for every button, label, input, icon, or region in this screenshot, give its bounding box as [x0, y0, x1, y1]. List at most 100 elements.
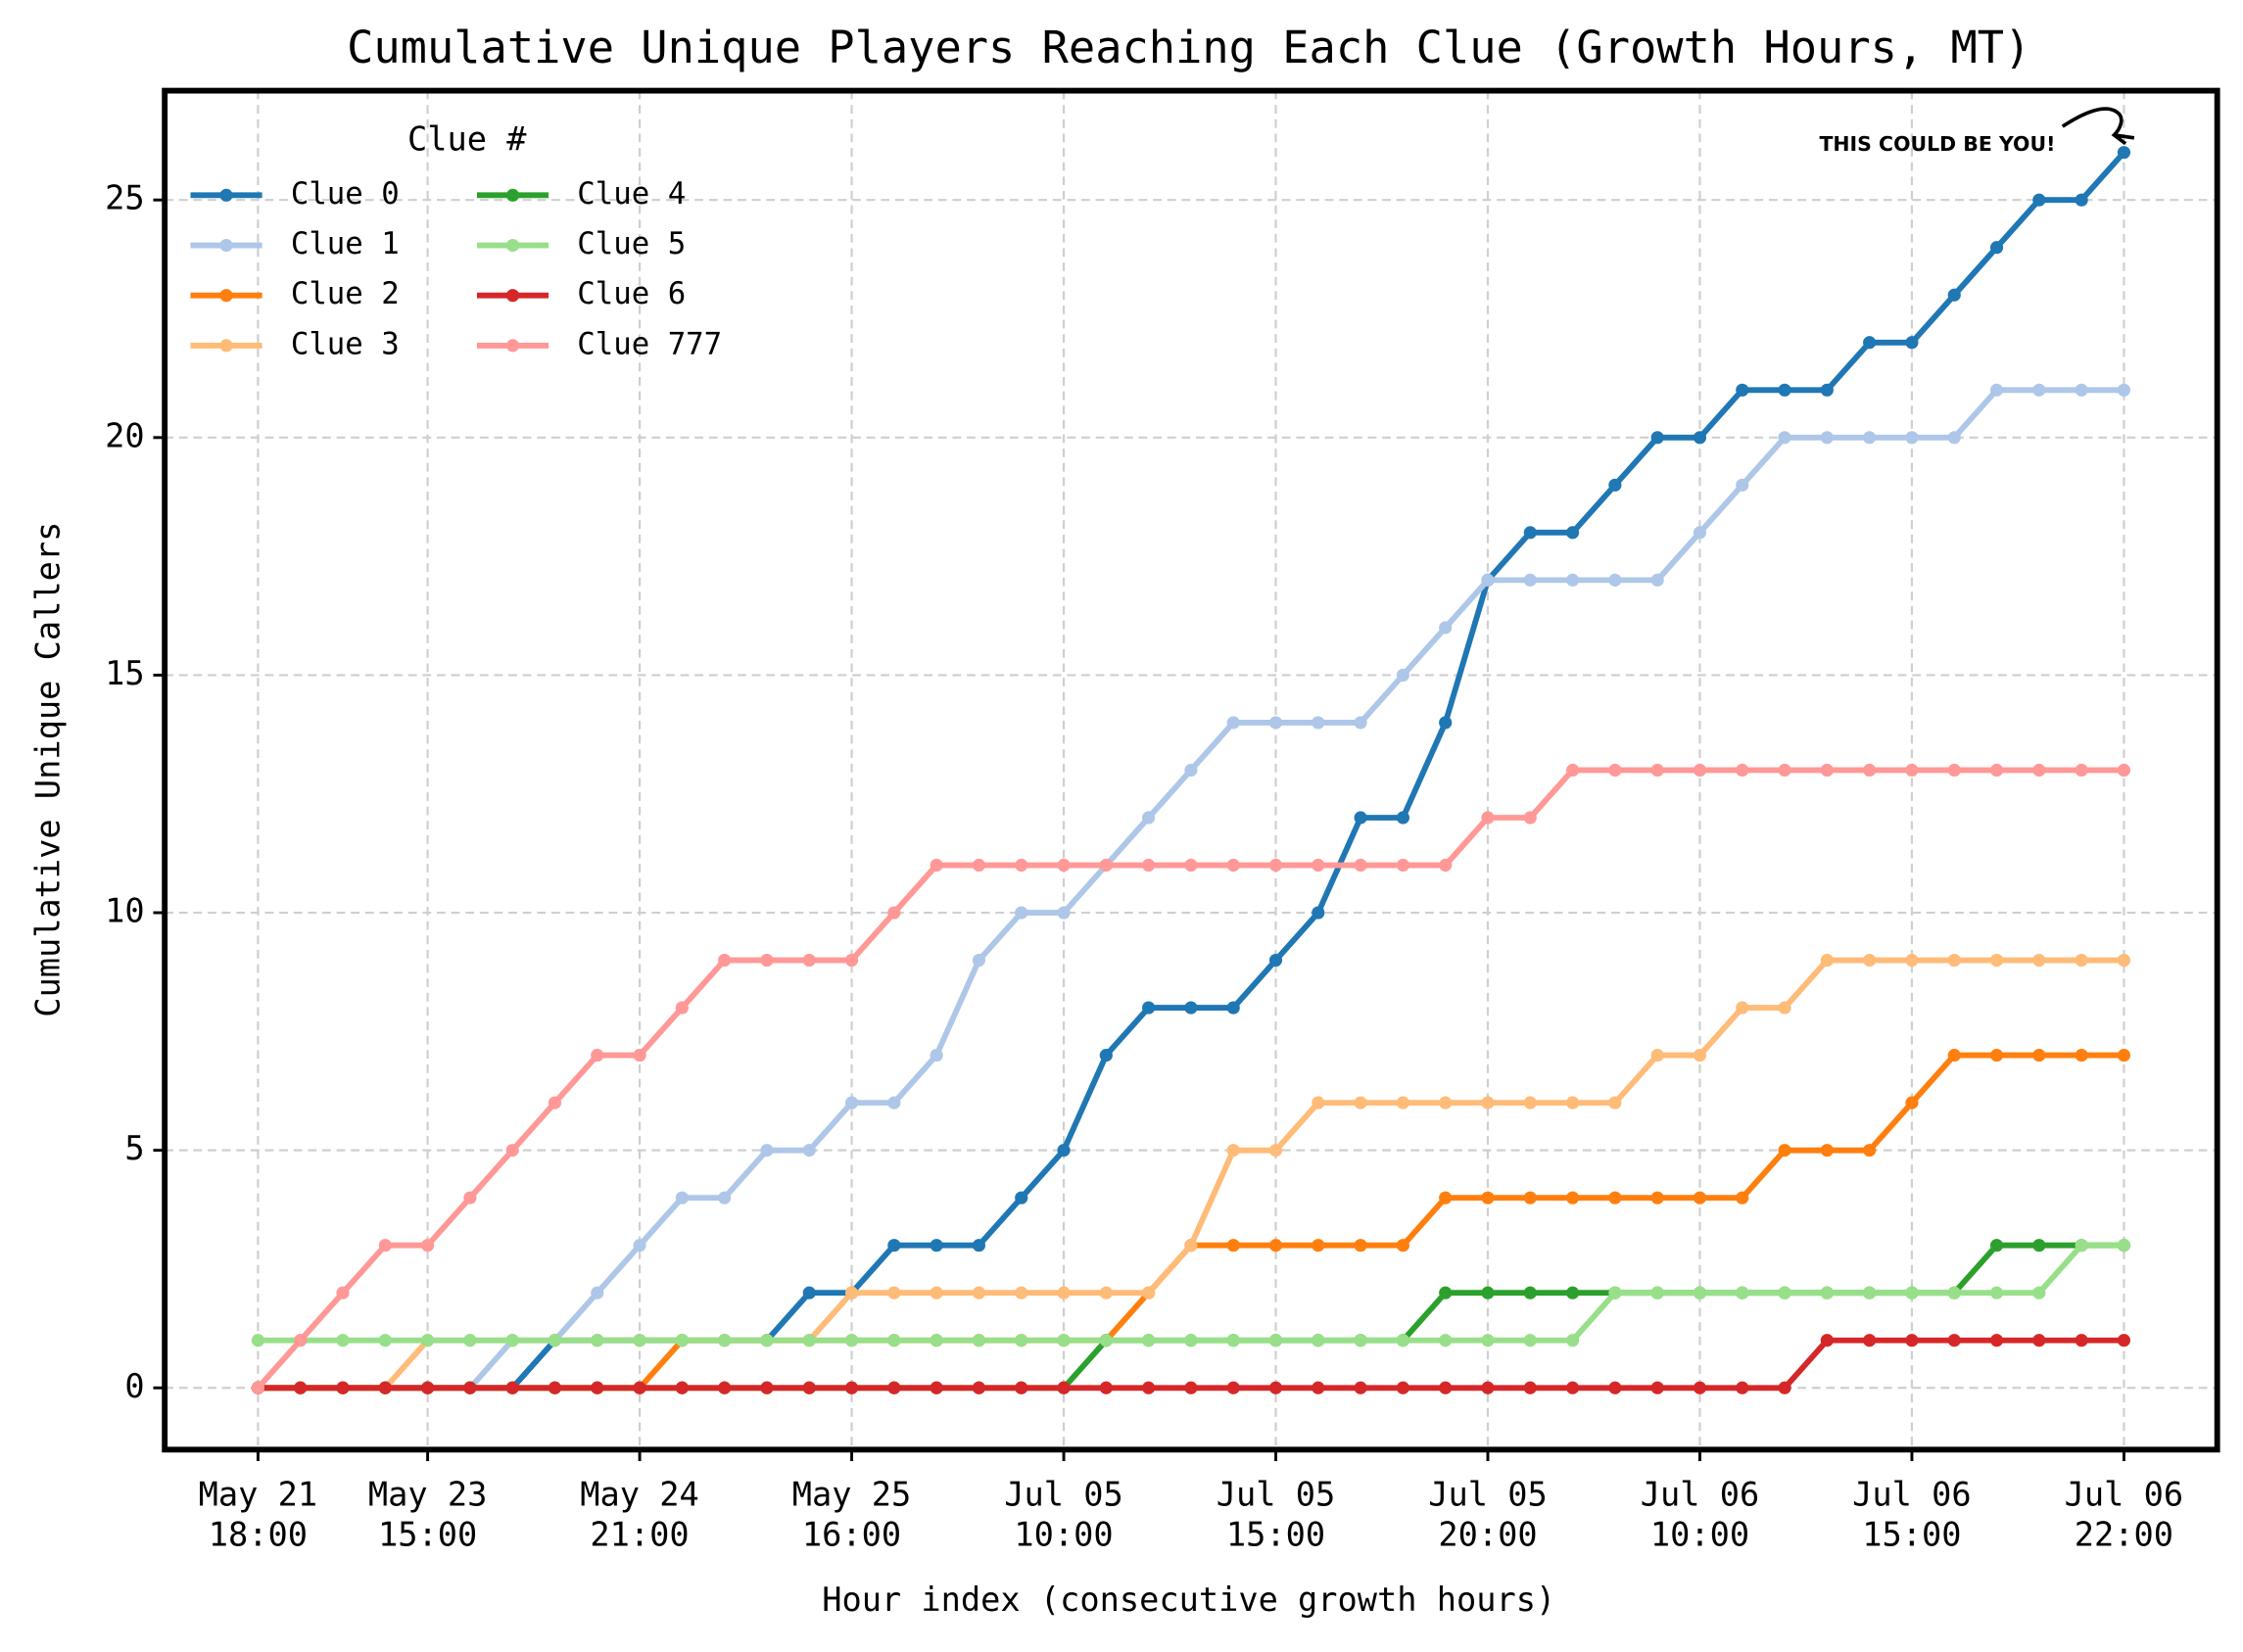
data-point [1863, 1286, 1877, 1299]
data-point [1736, 1191, 1749, 1204]
data-point [887, 1096, 901, 1109]
data-point [1778, 1001, 1791, 1015]
data-point [1226, 1381, 1240, 1394]
data-point [718, 953, 732, 968]
data-point [1947, 1286, 1961, 1299]
data-point [1989, 763, 2004, 778]
legend-marker [505, 188, 520, 202]
data-point [1099, 1334, 1113, 1347]
data-point [930, 1049, 943, 1062]
x-tick-label-box: Jul 06 22:00 [2065, 1477, 2184, 1554]
y-tick-label: 15 [105, 654, 145, 692]
data-point [505, 1381, 519, 1394]
data-point [2032, 1049, 2046, 1062]
data-point [844, 1381, 859, 1394]
data-point [1523, 1191, 1537, 1204]
data-point [1736, 1001, 1749, 1015]
data-point [1989, 241, 2004, 255]
data-point [972, 1286, 986, 1299]
data-point [1184, 1001, 1198, 1015]
data-point [1312, 1239, 1325, 1252]
data-point [1947, 288, 1961, 302]
data-point [633, 1334, 646, 1347]
x-tick-label: May 24 21:00 [580, 1477, 699, 1555]
data-point [1015, 858, 1028, 873]
data-point [2075, 383, 2088, 397]
data-point [1396, 1334, 1409, 1347]
data-point [2117, 1334, 2131, 1347]
chart-title: Cumulative Unique Players Reaching Each … [347, 22, 2030, 73]
data-point [1566, 1286, 1580, 1299]
y-tick-label: 25 [105, 179, 145, 217]
data-point [1778, 1381, 1791, 1394]
x-tick-label: Jul 06 10:00 [1640, 1477, 1760, 1555]
data-point [2075, 763, 2088, 778]
data-point [1354, 858, 1367, 873]
data-point [2075, 1239, 2088, 1252]
annotation: THIS COULD BE YOU! [1819, 132, 2055, 156]
data-point [1736, 1286, 1749, 1299]
data-point [1693, 1191, 1707, 1204]
data-point [1184, 1334, 1198, 1347]
legend-marker [505, 238, 520, 253]
legend-marker [219, 339, 233, 353]
data-point [1312, 1096, 1325, 1109]
data-point [1268, 858, 1283, 873]
data-point [1015, 906, 1028, 920]
y-tick-label: 0 [124, 1367, 144, 1405]
data-point [760, 1144, 774, 1157]
data-point [1057, 1286, 1071, 1299]
data-point [972, 1239, 986, 1252]
data-point [887, 1239, 901, 1252]
data-point [1057, 906, 1071, 920]
annotation-arrow [2061, 107, 2135, 146]
data-point [718, 1334, 732, 1347]
data-point [1608, 763, 1622, 778]
data-point [1989, 383, 2004, 397]
data-point [1268, 1239, 1283, 1252]
y-tick-label: 5 [124, 1129, 144, 1167]
data-point [1396, 858, 1409, 873]
data-point [2032, 1334, 2046, 1347]
data-point [1650, 1286, 1664, 1299]
data-point [548, 1381, 562, 1394]
axes-frame [162, 87, 2220, 1453]
legend-label: Clue 777 [577, 327, 722, 361]
data-point [1057, 1381, 1071, 1394]
data-point [972, 1334, 986, 1347]
data-point [2075, 193, 2088, 207]
data-point [1312, 716, 1325, 730]
data-point [1650, 1049, 1664, 1062]
legend-label: Clue 3 [291, 327, 400, 361]
data-point [760, 1334, 774, 1347]
data-point [336, 1334, 350, 1347]
data-point [1905, 953, 1919, 968]
data-point [1947, 1334, 1961, 1347]
data-point [1523, 526, 1537, 540]
data-point [1650, 763, 1664, 778]
data-point [1142, 1381, 1156, 1394]
series-line [258, 1337, 2124, 1392]
x-tick-label-box: May 24 21:00 [580, 1477, 699, 1555]
data-point [1863, 953, 1877, 968]
data-point [1184, 858, 1198, 873]
data-point [760, 953, 774, 968]
series-line [258, 387, 2124, 1392]
data-point [1566, 1381, 1580, 1394]
data-point [1608, 1191, 1622, 1204]
data-point [1354, 811, 1367, 825]
data-point [1905, 1286, 1919, 1299]
data-point [1226, 1239, 1240, 1252]
data-point [1268, 1381, 1283, 1394]
data-point [1226, 1144, 1240, 1157]
legend-label: Clue 4 [577, 177, 686, 212]
data-point [844, 1096, 859, 1109]
data-point [1481, 1096, 1495, 1109]
series-line [258, 957, 2124, 1392]
data-point [1142, 1334, 1156, 1347]
data-point [1142, 1001, 1156, 1015]
data-point [1693, 763, 1707, 778]
data-point [2117, 383, 2131, 397]
data-point [1650, 1191, 1664, 1204]
x-tick-label-box: Jul 06 15:00 [1852, 1477, 1972, 1554]
